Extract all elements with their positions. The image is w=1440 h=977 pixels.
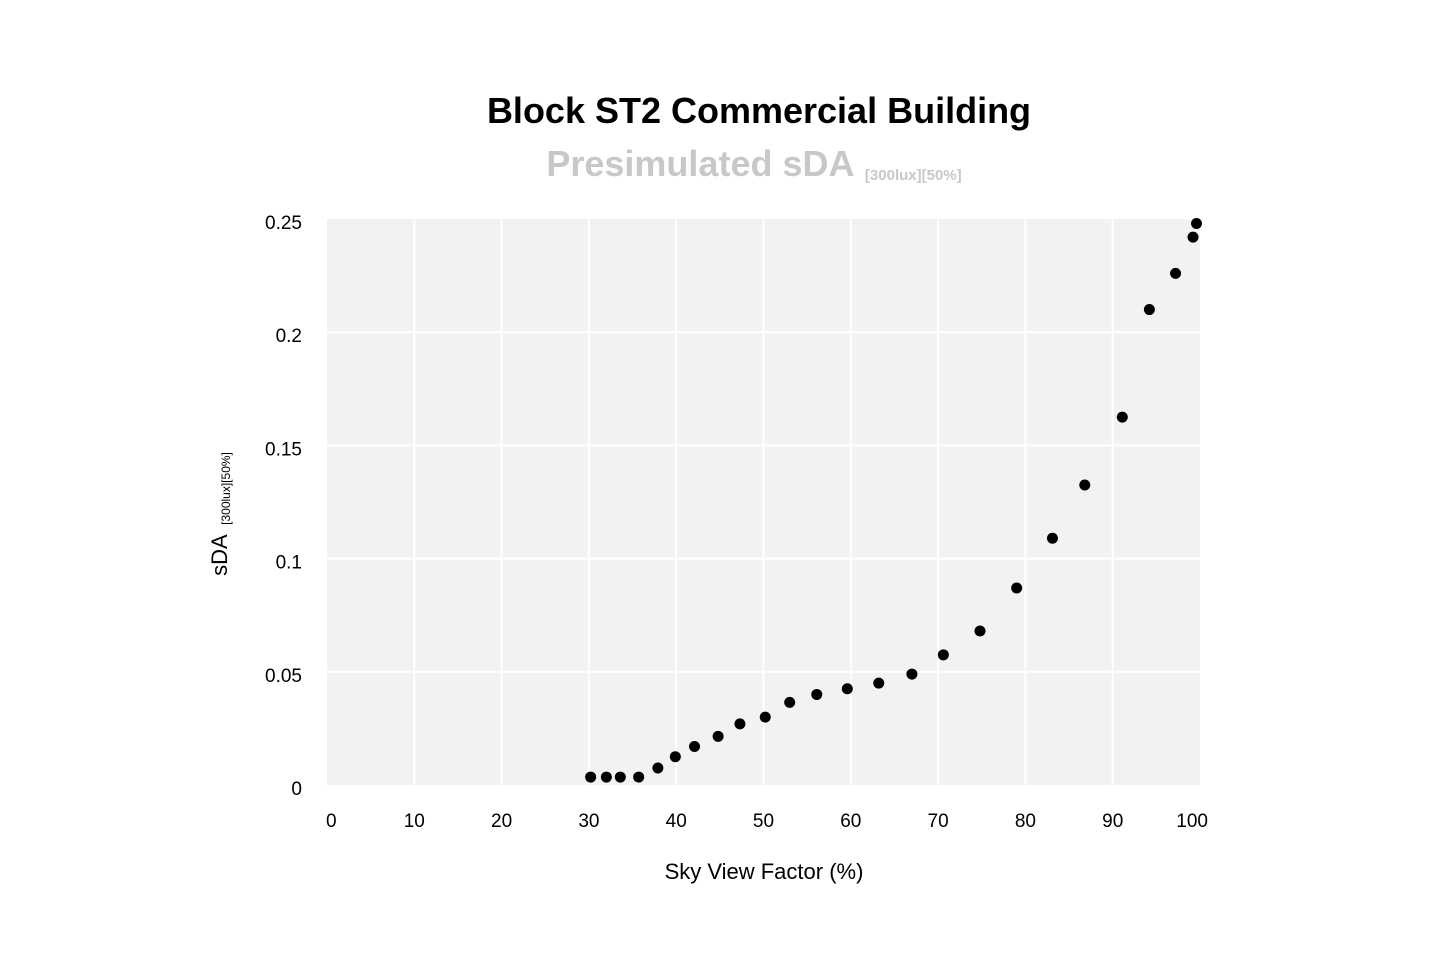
x-tick-label: 80 — [1015, 811, 1036, 832]
y-tick-label: 0.05 — [265, 666, 302, 687]
chart-title: Block ST2 Commercial Building — [487, 90, 1031, 131]
data-point — [600, 771, 612, 783]
data-point — [937, 649, 949, 661]
x-axis-label: Sky View Factor (%) — [665, 859, 864, 884]
y-tick-label: 0 — [291, 779, 302, 800]
data-point — [1191, 218, 1203, 230]
x-tick-label: 50 — [753, 811, 774, 832]
data-point — [1011, 582, 1023, 594]
x-tick-label: 60 — [840, 811, 861, 832]
y-tick-label: 0.15 — [265, 439, 302, 460]
x-tick-label: 30 — [578, 811, 599, 832]
y-axis-label: sDA [300lux][50%] — [207, 452, 233, 576]
data-point — [1046, 532, 1058, 544]
data-point — [1079, 479, 1091, 491]
x-tick-label: 0 — [326, 811, 337, 832]
chart-subtitle: Presimulated sDA [300lux][50%] — [546, 143, 961, 184]
chart-subtitle-subscript: [300lux][50%] — [865, 167, 962, 184]
x-tick-label: 70 — [928, 811, 949, 832]
data-point — [811, 688, 823, 700]
grid-lines — [327, 219, 1200, 785]
x-tick-label: 40 — [666, 811, 687, 832]
data-point — [734, 718, 746, 730]
y-axis-label-subscript: [300lux][50%] — [219, 452, 233, 525]
data-point — [784, 696, 796, 708]
y-axis-ticks: 0 0.05 0.1 0.15 0.2 0.25 — [265, 213, 302, 800]
data-point — [712, 730, 724, 742]
x-tick-label: 100 — [1176, 811, 1208, 832]
data-point — [689, 741, 701, 753]
chart-subtitle-main: Presimulated sDA — [546, 143, 854, 184]
data-point — [841, 683, 853, 695]
data-point — [585, 771, 597, 783]
data-point — [974, 625, 986, 637]
x-axis-ticks: 0 10 20 30 40 50 60 70 80 90 100 — [326, 811, 1208, 832]
y-tick-label: 0.2 — [276, 326, 302, 347]
data-point — [1187, 231, 1199, 243]
y-tick-label: 0.25 — [265, 213, 302, 234]
x-tick-label: 20 — [491, 811, 512, 832]
data-point — [652, 762, 664, 774]
data-point — [759, 711, 771, 723]
x-tick-label: 10 — [404, 811, 425, 832]
y-tick-label: 0.1 — [276, 553, 302, 574]
y-axis-label-main: sDA — [207, 534, 232, 576]
x-tick-label: 90 — [1102, 811, 1123, 832]
data-point — [1116, 411, 1128, 423]
data-point — [633, 771, 645, 783]
data-point — [669, 751, 681, 763]
data-point — [614, 771, 626, 783]
data-point — [1143, 304, 1155, 316]
data-point — [873, 677, 885, 689]
data-points — [585, 218, 1203, 783]
data-point — [1170, 267, 1182, 279]
data-point — [906, 668, 918, 680]
